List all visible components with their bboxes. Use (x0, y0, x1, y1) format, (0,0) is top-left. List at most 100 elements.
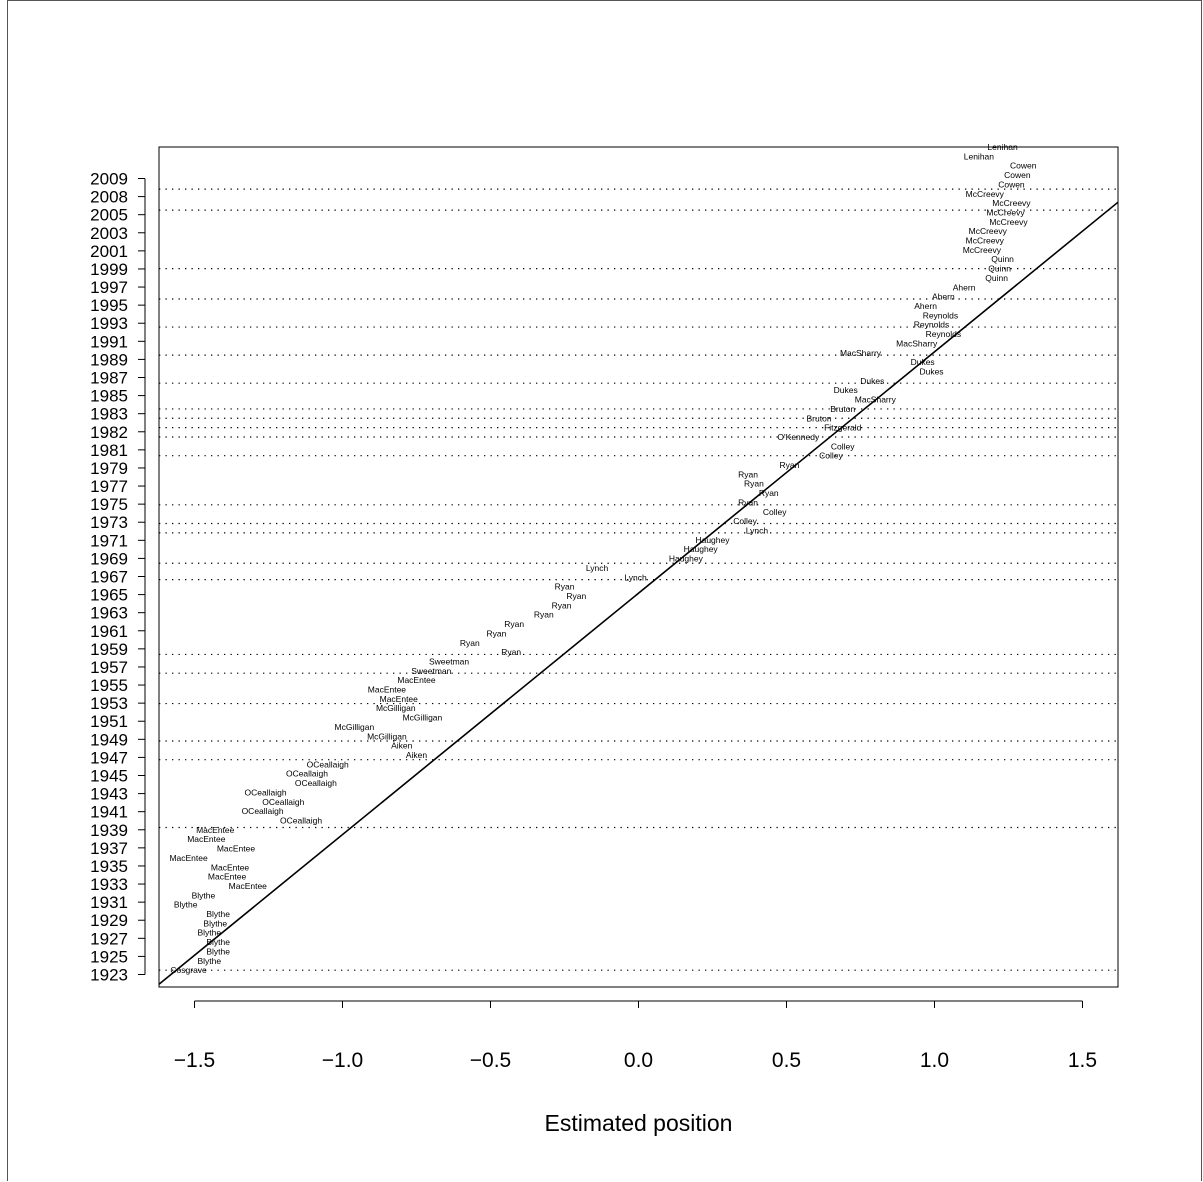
point-label: Cosgrave (170, 965, 207, 975)
point-label: MacEntee (217, 844, 256, 854)
x-tick-label: 1.5 (1068, 1049, 1097, 1072)
y-tick-label: 1999 (90, 260, 128, 279)
y-tick-label: 1957 (90, 658, 128, 677)
y-tick-label: 1941 (90, 803, 128, 822)
point-label: Colley (733, 516, 757, 526)
point-label: Blythe (192, 890, 216, 900)
point-label: MacEntee (229, 881, 268, 891)
y-tick-label: 2001 (90, 242, 128, 261)
point-label: Ryan (504, 619, 524, 629)
point-label: McGilligan (335, 722, 375, 732)
y-tick-label: 1969 (90, 549, 128, 568)
y-tick-label: 1987 (90, 369, 128, 388)
y-tick-label: 1931 (90, 893, 128, 912)
point-label: Cowen (1004, 170, 1031, 180)
y-tick-label: 1989 (90, 350, 128, 369)
point-label: Ryan (738, 497, 758, 507)
y-tick-label: 1953 (90, 694, 128, 713)
point-label: Ryan (487, 628, 507, 638)
y-tick-label: 1933 (90, 875, 128, 894)
y-tick-label: 1977 (90, 477, 128, 496)
point-label: MacEntee (196, 825, 235, 835)
point-label: OCeallaigh (280, 815, 322, 825)
y-tick-label: 1981 (90, 441, 128, 460)
point-label: McCreevy (986, 207, 1025, 217)
y-tick-label: 2003 (90, 224, 128, 243)
point-label: Dukes (919, 366, 943, 376)
point-label: Blythe (198, 928, 222, 938)
point-label: MacEntee (169, 853, 208, 863)
point-label: McCreevy (969, 226, 1008, 236)
point-label: McGilligan (367, 731, 407, 741)
point-label: Ryan (780, 460, 800, 470)
point-label: Dukes (834, 385, 858, 395)
point-label: McGilligan (403, 713, 443, 723)
point-label: Ahern (953, 282, 976, 292)
y-tick-label: 1979 (90, 459, 128, 478)
y-tick-label: 1923 (90, 966, 128, 985)
x-tick-label: −0.5 (470, 1049, 511, 1072)
y-tick-label: 1947 (90, 748, 128, 767)
point-label: MacEntee (380, 694, 419, 704)
y-tick-label: 1945 (90, 767, 128, 786)
y-tick-label: 1951 (90, 712, 128, 731)
point-label: Lynch (746, 526, 769, 536)
y-tick-label: 1959 (90, 640, 128, 659)
point-label: Reynolds (926, 329, 961, 339)
y-tick-label: 1971 (90, 531, 128, 550)
point-label: MacEntee (187, 834, 226, 844)
fit-line-group (158, 201, 1119, 985)
y-tick-label: 1973 (90, 513, 128, 532)
point-label: Bruton (830, 404, 855, 414)
point-label: Quinn (991, 254, 1014, 264)
point-label: OCeallaigh (307, 759, 349, 769)
y-tick-label: 1961 (90, 622, 128, 641)
x-tick-label: 0.5 (772, 1049, 801, 1072)
point-label: MacEntee (211, 862, 250, 872)
point-label: Ryan (738, 469, 758, 479)
y-tick-label: 1955 (90, 676, 128, 695)
point-label: McGilligan (376, 703, 416, 713)
fit-line (158, 201, 1119, 985)
y-tick-label: 1991 (90, 332, 128, 351)
point-label: Ahern (914, 301, 937, 311)
point-label: Blythe (206, 937, 230, 947)
figure-frame (7, 0, 1202, 1181)
point-label: Sweetman (411, 666, 451, 676)
point-label: McCreevy (992, 198, 1031, 208)
x-axis: −1.5 −1.0 −0.5 0.0 0.5 1.0 1.5 (174, 1000, 1097, 1072)
y-tick-label: 1963 (90, 604, 128, 623)
point-label: Ryan (534, 610, 554, 620)
point-label: Haughey (695, 535, 730, 545)
point-label: Reynolds (923, 310, 958, 320)
y-tick-label: 1997 (90, 278, 128, 297)
y-tick-label: 1949 (90, 730, 128, 749)
point-label: Dukes (911, 357, 935, 367)
point-label: Ryan (744, 479, 764, 489)
x-tick-label: 1.0 (920, 1049, 949, 1072)
y-tick-label: 2005 (90, 206, 128, 225)
y-tick-label: 1935 (90, 857, 128, 876)
point-label: Haughey (669, 554, 704, 564)
point-label: MacEntee (397, 675, 436, 685)
point-label: McCreevy (966, 189, 1005, 199)
point-label: Lynch (586, 563, 609, 573)
y-tick-label: 1929 (90, 911, 128, 930)
point-label: Ryan (552, 600, 572, 610)
x-axis-title: Estimated position (545, 1110, 733, 1136)
point-label: Haughey (684, 544, 719, 554)
point-label: Cowen (998, 179, 1025, 189)
point-label: Aiken (391, 741, 413, 751)
point-label: Reynolds (914, 320, 949, 330)
point-label: OCeallaigh (242, 806, 284, 816)
point-label: O'Kennedy (777, 432, 820, 442)
y-tick-label: 1975 (90, 495, 128, 514)
point-label: OCeallaigh (295, 778, 337, 788)
y-tick-label: 2009 (90, 170, 128, 189)
point-label: MacEntee (208, 872, 247, 882)
point-label: OCeallaigh (286, 769, 328, 779)
point-label: Blythe (174, 900, 198, 910)
y-tick-label: 1965 (90, 586, 128, 605)
x-tick-label: 0.0 (624, 1049, 653, 1072)
point-label: OCeallaigh (262, 797, 304, 807)
